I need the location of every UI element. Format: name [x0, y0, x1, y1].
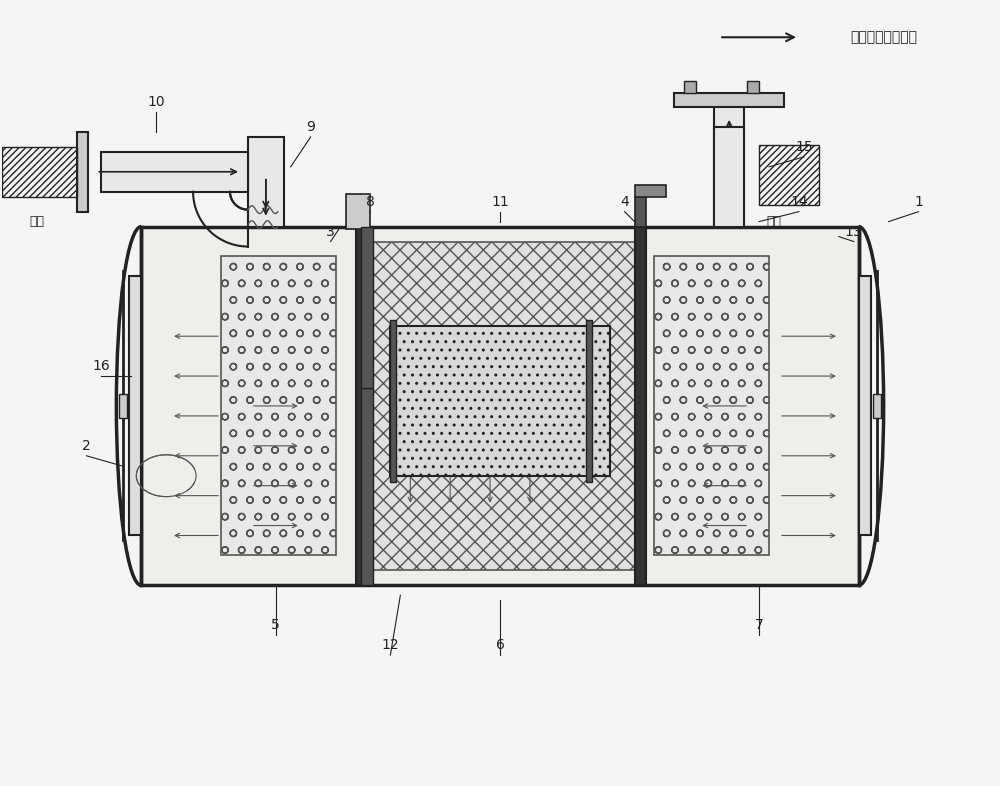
Bar [221, 256, 336, 556]
Bar [586, 320, 592, 482]
Text: 1: 1 [914, 195, 923, 208]
Bar [859, 277, 871, 535]
Text: 8: 8 [366, 195, 375, 208]
Text: 5: 5 [271, 618, 280, 632]
Text: 11: 11 [491, 195, 509, 208]
Text: 2: 2 [82, 439, 91, 453]
Bar [361, 388, 373, 586]
Bar [654, 256, 769, 556]
Bar [747, 81, 759, 93]
Bar [248, 137, 284, 226]
Text: 4: 4 [620, 195, 629, 208]
Bar [101, 152, 248, 192]
Text: 3: 3 [326, 225, 335, 239]
Text: 15: 15 [795, 140, 813, 154]
Bar [714, 97, 744, 226]
Bar [141, 226, 859, 586]
Bar [367, 241, 635, 571]
Bar [390, 326, 610, 476]
Bar [346, 193, 370, 229]
Text: 14: 14 [790, 195, 808, 208]
Text: 进气: 进气 [29, 215, 44, 228]
Text: 13: 13 [845, 225, 863, 239]
Bar [77, 132, 88, 211]
Text: 6: 6 [496, 638, 504, 652]
Text: 出气: 出气 [767, 215, 782, 228]
Bar [714, 127, 744, 226]
Text: 12: 12 [382, 638, 399, 652]
Text: 7: 7 [755, 618, 763, 632]
Bar [129, 277, 141, 535]
Bar [119, 394, 127, 418]
Bar [674, 93, 784, 107]
Bar [361, 226, 373, 388]
Bar [635, 185, 666, 196]
Bar [684, 81, 696, 93]
Text: 10: 10 [147, 95, 165, 109]
Text: 箭头示意气流方向: 箭头示意气流方向 [850, 31, 917, 44]
Bar [635, 196, 646, 226]
Bar [390, 320, 396, 482]
Bar [356, 226, 367, 586]
Bar [873, 394, 881, 418]
Text: 16: 16 [93, 359, 110, 373]
Text: 9: 9 [306, 120, 315, 134]
Bar [635, 226, 646, 586]
